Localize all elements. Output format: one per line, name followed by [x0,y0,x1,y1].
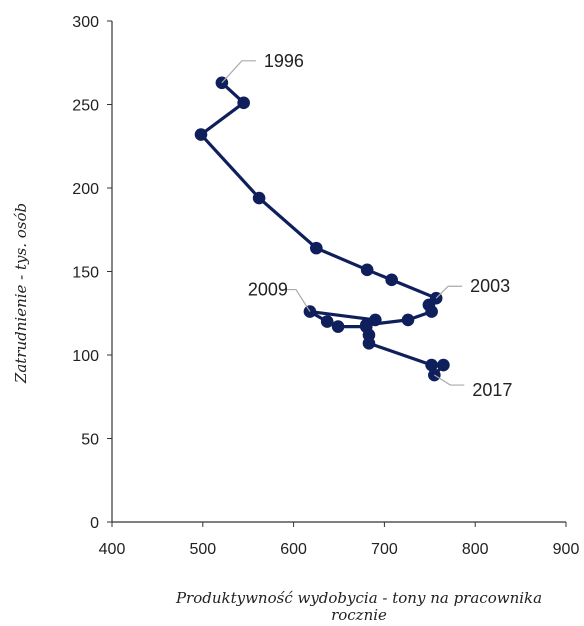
annotation-label-1996: 1996 [264,51,304,71]
data-point-2005 [425,305,438,318]
data-point-1999 [252,191,266,205]
annotation-label-2017: 2017 [472,380,512,400]
annotation-label-2003: 2003 [470,276,510,296]
y-tick-label: 200 [72,181,99,198]
x-tick-label: 700 [371,541,398,558]
y-tick-label: 250 [72,98,99,115]
series-line [199,81,445,377]
x-tick-label: 600 [280,541,307,558]
y-tick-label: 50 [81,432,99,449]
data-point-2014 [362,337,376,350]
data-points [194,76,450,382]
data-point-2016 [437,358,450,372]
annotation-label-2009: 2009 [248,280,288,300]
data-point-2011 [331,320,345,333]
annotations: 1996 2003 2009 2017 [221,51,512,400]
data-point-2000 [310,241,323,255]
annotation-leader-2003 [435,285,463,299]
data-point-1997 [237,96,250,110]
x-axis-title-line-1: Produktywność wydobycia - tony na pracow… [175,589,542,607]
y-tick-label: 100 [72,348,99,365]
x-axis-title-line-2: rocznie [331,606,387,624]
data-point-2001 [360,263,374,277]
axes: 0 50 100 150 200 250 300 400 500 600 700 800 900 [72,14,579,558]
annotation-leader-2017 [434,374,465,386]
x-tick-label: 900 [553,541,580,558]
data-point-2008 [369,313,382,327]
data-point-2015 [425,358,438,372]
y-tick-label: 0 [90,515,99,532]
data-point-1998 [194,128,208,141]
data-point-2002 [385,273,398,287]
data-point-2010 [320,315,334,328]
annotation-leader-1996 [221,60,256,84]
y-tick-label: 150 [72,265,99,282]
annotation-leader-2009 [281,288,311,312]
y-axis-title: Zatrudnienie - tys. osób [12,203,30,384]
data-point-2006 [401,313,415,327]
x-tick-label: 800 [462,541,489,558]
x-tick-label: 500 [189,541,216,558]
series-line-group [199,81,445,377]
y-tick-label: 300 [72,14,99,31]
data-point-2009 [303,305,317,318]
x-tick-label: 400 [99,541,126,558]
